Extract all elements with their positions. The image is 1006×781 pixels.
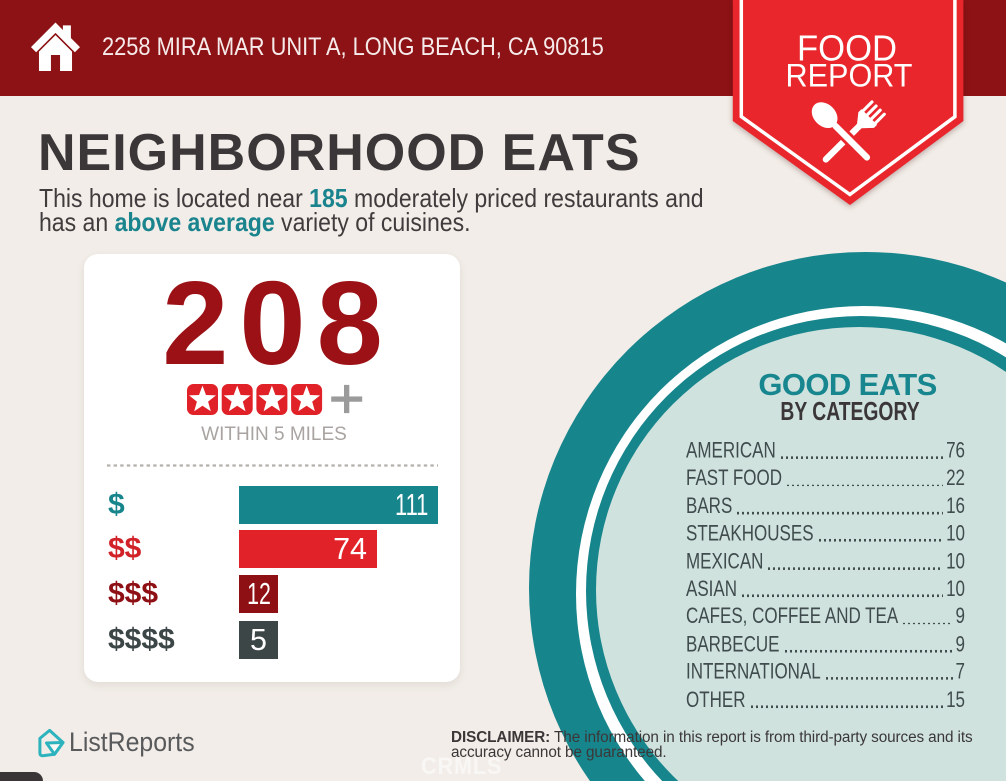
svg-text:FOOD: FOOD xyxy=(797,27,897,68)
svg-text:REPORT: REPORT xyxy=(786,57,913,93)
